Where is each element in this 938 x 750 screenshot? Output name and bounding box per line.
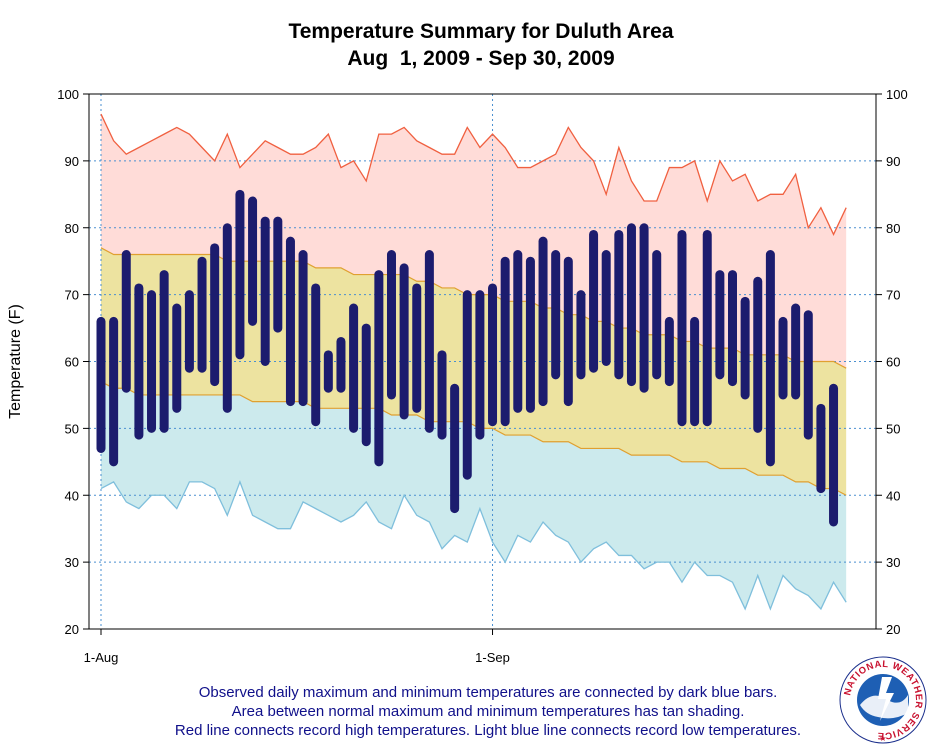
chart-title: Temperature Summary for Duluth Area — [288, 20, 674, 43]
y-tick-label-right-50: 50 — [886, 421, 900, 436]
chart-title-block: Temperature Summary for Duluth Area Aug … — [0, 18, 938, 72]
observed-bars — [96, 189, 839, 527]
y-tick-label-left-100: 100 — [57, 87, 79, 102]
note-observed: Observed daily maximum and minimum tempe… — [198, 684, 778, 701]
x-tick-label-1-Sep: 1-Sep — [475, 650, 510, 665]
note-normal: Area between normal maximum and minimum … — [231, 703, 745, 720]
axes: 20 20 30 30 40 40 50 50 60 60 70 70 80 80 90 90 100 100 1-… — [57, 87, 907, 665]
y-tick-label-right-40: 40 — [886, 488, 900, 503]
record-low-line — [100, 480, 847, 611]
y-tick-label-right-90: 90 — [886, 154, 900, 169]
y-tick-label-left-70: 70 — [65, 288, 79, 303]
chart-notes: Observed daily maximum and minimum tempe… — [100, 683, 876, 740]
y-axis-label: Temperature (F) — [7, 304, 24, 419]
record-high-line — [100, 113, 847, 236]
chart-subtitle: Aug 1, 2009 - Sep 30, 2009 — [347, 47, 615, 70]
y-tick-label-right-80: 80 — [886, 221, 900, 236]
nws-logo-icon: NATIONAL WEATHER SERVICE ★ — [839, 656, 927, 744]
y-tick-label-right-100: 100 — [886, 87, 908, 102]
svg-text:★: ★ — [879, 734, 886, 743]
x-tick-label-1-Aug: 1-Aug — [84, 650, 119, 665]
note-records: Red line connects record high temperatur… — [174, 722, 802, 739]
y-tick-label-right-30: 30 — [886, 555, 900, 570]
y-tick-label-left-40: 40 — [65, 488, 79, 503]
y-tick-label-right-60: 60 — [886, 355, 900, 370]
y-tick-label-left-90: 90 — [65, 154, 79, 169]
record-low-area — [101, 381, 847, 609]
y-tick-label-left-50: 50 — [65, 421, 79, 436]
y-tick-label-left-60: 60 — [65, 355, 79, 370]
y-tick-label-right-20: 20 — [886, 622, 900, 637]
y-tick-label-left-20: 20 — [65, 622, 79, 637]
y-tick-label-left-80: 80 — [65, 221, 79, 236]
y-tick-label-right-70: 70 — [886, 288, 900, 303]
y-tick-label-left-30: 30 — [65, 555, 79, 570]
